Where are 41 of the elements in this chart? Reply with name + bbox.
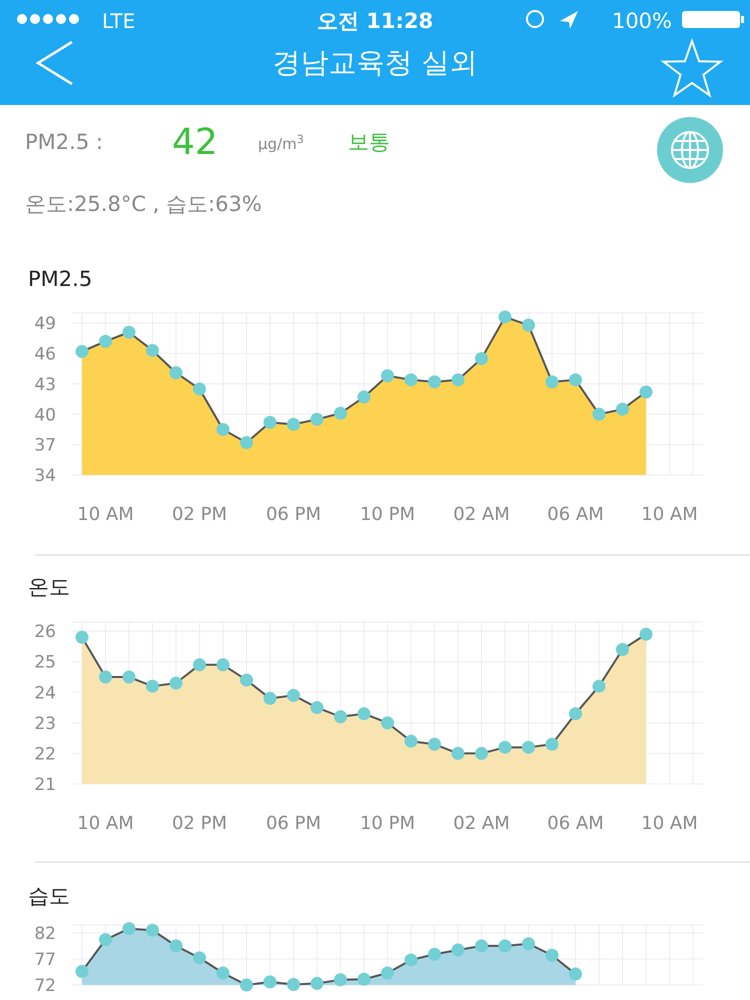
x-tick-label: 02 AM [453,813,510,834]
chart-title: 온도 [28,575,70,599]
text: 경남교육청 실외 [272,46,478,79]
x-tick-label: 02 PM [172,813,228,834]
x-tick-label: 10 AM [641,504,698,525]
x-tick-label: 10 PM [360,813,416,834]
text: 42 [172,122,218,163]
x-tick-label: 06 AM [547,813,604,834]
y-tick-label: 46 [34,344,56,364]
text: 오전 11:28 [316,9,434,33]
x-tick-label: 06 PM [266,504,322,525]
text: PM2.5 : [25,130,103,154]
y-tick-label: 22 [34,744,56,764]
y-tick-label: 82 [34,924,56,944]
x-tick-label: 06 PM [266,813,322,834]
chart-title: PM2.5 [28,267,92,291]
text: 온도:25.8°C , 습도:63% [25,192,262,216]
y-tick-label: 24 [34,683,56,704]
y-tick-label: 77 [34,950,56,970]
y-tick-label: 21 [34,775,56,795]
x-tick-label: 10 AM [77,813,134,834]
x-tick-label: 06 AM [547,504,604,525]
chart-title: 습도 [28,884,70,908]
y-tick-label: 34 [34,466,56,486]
y-tick-label: 26 [34,622,56,642]
y-tick-label: 37 [34,436,56,456]
x-tick-label: 10 PM [360,504,416,525]
text: LTE [102,9,136,33]
x-tick-label: 10 AM [77,504,134,525]
y-tick-label: 43 [34,374,56,395]
x-tick-label: 02 PM [172,504,228,525]
y-tick-label: 40 [34,405,56,426]
text: μg/m$^{3}$ [258,132,304,153]
x-tick-label: 02 AM [453,504,510,525]
x-tick-label: 10 AM [641,813,698,834]
y-tick-label: 49 [34,314,56,334]
text: 100% [612,9,672,33]
y-tick-label: 25 [34,652,56,673]
y-tick-label: 72 [34,976,56,996]
y-tick-label: 23 [34,714,56,734]
text: 보통 [348,130,390,154]
